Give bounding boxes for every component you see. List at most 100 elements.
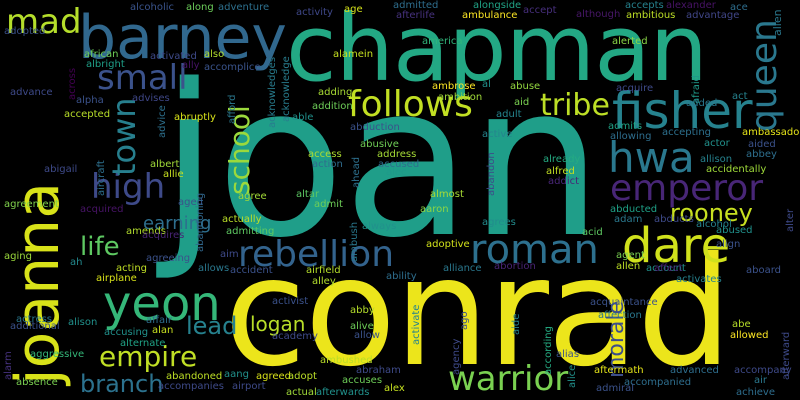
- word: yeon: [103, 276, 221, 332]
- word: alison: [68, 317, 98, 328]
- word: accepts: [625, 0, 664, 11]
- word: abe: [732, 319, 751, 330]
- word: alpha: [76, 95, 104, 106]
- word: abandoning: [195, 192, 206, 252]
- word: abbey: [746, 149, 777, 160]
- word: tribe: [540, 88, 610, 123]
- word: alec: [386, 167, 407, 178]
- word: address: [377, 149, 417, 160]
- word: alternate: [120, 338, 166, 349]
- word: allowing: [610, 131, 652, 142]
- word: allows: [198, 263, 230, 274]
- word: high: [91, 167, 166, 207]
- word: chapman: [286, 0, 708, 102]
- word: roman: [470, 227, 599, 273]
- word: abducted: [610, 204, 658, 215]
- word: ambulance: [462, 10, 518, 21]
- word: abduction: [350, 122, 400, 133]
- word: abigail: [44, 164, 78, 175]
- word: adopt: [288, 371, 317, 382]
- word: aircraft: [96, 160, 107, 196]
- word: afford: [227, 94, 238, 124]
- word: aboard: [746, 265, 782, 276]
- word: alter: [785, 208, 796, 232]
- word: allison: [700, 154, 733, 165]
- word: alliance: [443, 263, 482, 274]
- word: ahead: [351, 156, 362, 188]
- word: altar: [296, 189, 320, 200]
- word: follows: [348, 84, 473, 125]
- word: alan: [152, 325, 174, 336]
- word: actress: [16, 314, 53, 325]
- word: aggressive: [30, 349, 85, 360]
- word: align: [716, 239, 741, 250]
- word: al: [482, 79, 491, 90]
- word: accidentally: [706, 164, 767, 175]
- word: actual: [286, 387, 317, 398]
- word: alias: [556, 349, 580, 360]
- word: achieve: [736, 387, 775, 398]
- word: agent: [616, 250, 645, 261]
- word: acid: [582, 227, 603, 238]
- word: admits: [608, 121, 643, 132]
- word: although: [576, 9, 621, 20]
- word: ah: [70, 257, 83, 268]
- word: fisher: [612, 82, 753, 140]
- word: admit: [314, 199, 343, 210]
- word: addition: [312, 101, 353, 112]
- word: alice: [567, 364, 578, 388]
- word: alien: [771, 9, 784, 36]
- word: alamein: [333, 49, 374, 60]
- word: dare: [622, 218, 731, 274]
- word: joan: [160, 39, 603, 284]
- word: agreement: [4, 199, 59, 210]
- word: activates: [676, 274, 722, 285]
- word: activate: [411, 304, 422, 345]
- word: access: [308, 149, 342, 160]
- word: activity: [296, 7, 333, 18]
- word: addict: [548, 176, 580, 187]
- word: lead: [186, 312, 238, 340]
- word: african: [84, 49, 119, 60]
- word: acknowledges: [267, 56, 278, 128]
- word: affect: [654, 263, 683, 274]
- word: life: [80, 232, 120, 262]
- word: account: [646, 263, 686, 274]
- word: allowed: [730, 330, 769, 341]
- word: accept: [523, 5, 557, 16]
- word: alcoholic: [130, 2, 175, 13]
- word: alley: [312, 276, 336, 287]
- word: rebellion: [238, 234, 395, 275]
- word: albert: [150, 159, 180, 170]
- word: ambitious: [626, 10, 676, 21]
- word: abandoned: [166, 371, 223, 382]
- word: accomplice: [204, 62, 261, 73]
- word: accuses: [342, 375, 383, 386]
- word: airfield: [306, 265, 341, 276]
- word: alcohol: [696, 219, 732, 230]
- word: queen: [744, 19, 785, 132]
- word: along: [186, 2, 214, 13]
- word: actor: [704, 138, 730, 149]
- word: allow: [354, 330, 380, 341]
- word: earning: [143, 213, 212, 234]
- word: ally: [182, 60, 200, 71]
- word: adult: [496, 109, 522, 120]
- word: aided: [748, 139, 776, 150]
- word: ability: [386, 271, 417, 282]
- word: activated: [150, 51, 197, 62]
- word: according: [543, 326, 554, 375]
- word: alongside: [473, 0, 522, 11]
- word: branch: [80, 370, 164, 398]
- word: advice: [157, 105, 168, 138]
- word: adopted: [4, 26, 46, 37]
- word: admiral: [596, 383, 635, 394]
- word: action: [312, 159, 343, 170]
- word: ace: [730, 2, 748, 13]
- word: empire: [99, 340, 198, 373]
- word: age: [344, 4, 363, 15]
- word: albright: [86, 59, 125, 70]
- word: ambushed: [320, 355, 373, 366]
- word: accepting: [662, 127, 712, 138]
